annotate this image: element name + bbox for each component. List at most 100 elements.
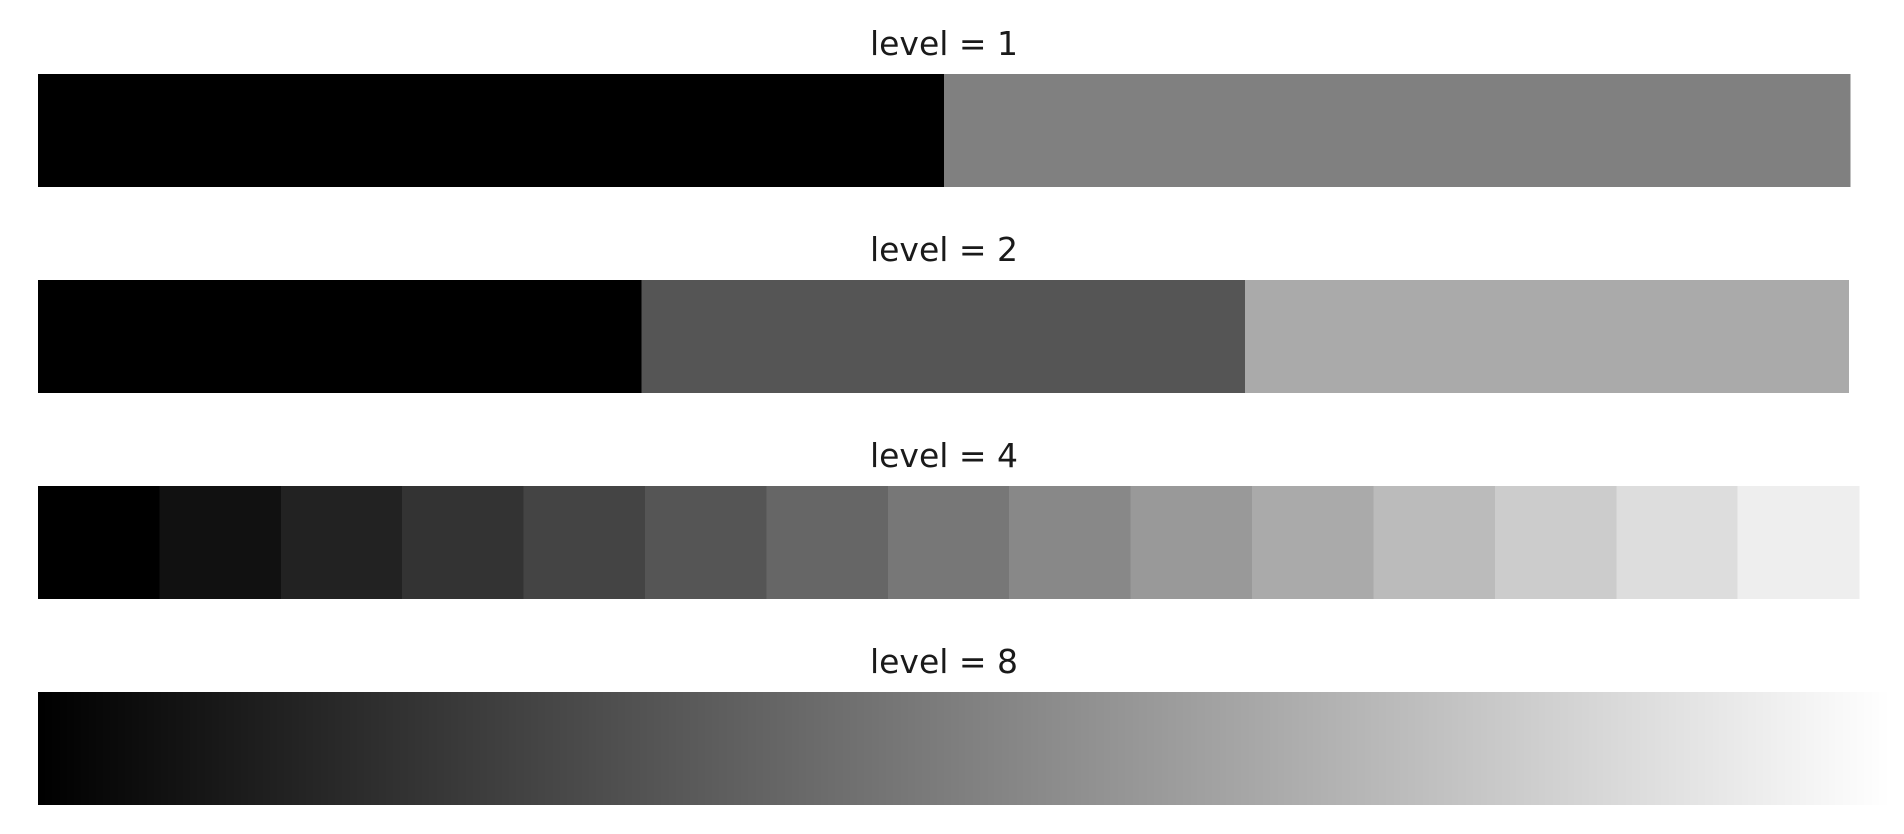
color-cell: [1349, 692, 1358, 805]
color-cell: [132, 692, 141, 805]
color-cell: [197, 692, 206, 805]
color-cell: [1567, 692, 1576, 805]
color-cell: [704, 692, 713, 805]
color-cell: [356, 692, 365, 805]
color-cell: [400, 692, 409, 805]
color-cell: [944, 692, 952, 805]
color-cell: [972, 692, 981, 805]
color-cell: [625, 692, 633, 805]
color-cell: [66, 692, 75, 805]
color-cell: [936, 692, 945, 805]
color-cell: [965, 692, 974, 805]
color-cell: [1458, 692, 1467, 805]
color-cell: [523, 486, 646, 599]
color-cell: [159, 486, 282, 599]
color-cell: [1842, 692, 1851, 805]
color-cell: [110, 692, 119, 805]
color-cell: [1523, 692, 1532, 805]
color-cell: [697, 692, 706, 805]
panel-title: level = 8: [870, 642, 1018, 681]
color-cell: [1850, 692, 1858, 805]
color-cell: [1741, 692, 1750, 805]
color-cell: [284, 692, 293, 805]
color-cell: [393, 692, 401, 805]
color-cell: [472, 692, 481, 805]
color-cell: [371, 692, 380, 805]
color-cell: [1393, 692, 1402, 805]
color-cell: [139, 692, 148, 805]
color-cell: [726, 692, 735, 805]
color-cell: [52, 692, 61, 805]
color-cell: [770, 692, 778, 805]
color-cell: [1770, 692, 1779, 805]
color-cell: [153, 692, 162, 805]
color-cell: [1676, 692, 1684, 805]
color-cell: [1737, 486, 1860, 599]
color-cell: [1306, 692, 1315, 805]
color-cell: [748, 692, 757, 805]
color-cell: [509, 692, 517, 805]
color-cell: [320, 692, 329, 805]
color-cell: [1748, 692, 1757, 805]
color-cell: [668, 692, 677, 805]
color-cell: [1828, 692, 1837, 805]
color-cell: [494, 692, 503, 805]
color-cell: [1712, 692, 1721, 805]
color-cell: [1373, 486, 1496, 599]
color-cell: [1407, 692, 1416, 805]
color-cell: [777, 692, 786, 805]
color-cell: [1661, 692, 1670, 805]
color-cell: [1291, 692, 1300, 805]
color-cell: [168, 692, 177, 805]
color-cell: [603, 692, 612, 805]
color-cell: [190, 692, 199, 805]
panel-level-4: level = 4: [38, 436, 1860, 599]
color-cell: [980, 692, 989, 805]
color-cell: [1415, 692, 1423, 805]
color-cell: [1132, 692, 1141, 805]
color-cell: [1357, 692, 1365, 805]
color-cell: [1784, 692, 1793, 805]
color-cell: [958, 692, 967, 805]
color-cell: [1589, 692, 1597, 805]
color-cell: [610, 692, 619, 805]
color-cell: [349, 692, 358, 805]
color-cell: [1487, 692, 1496, 805]
color-cell: [1835, 692, 1844, 805]
color-cell: [1233, 692, 1242, 805]
color-cell: [690, 692, 699, 805]
color-cell: [342, 692, 351, 805]
color-cell: [1371, 692, 1380, 805]
color-cell: [1328, 692, 1336, 805]
color-cell: [1284, 692, 1293, 805]
color-cell: [1386, 692, 1394, 805]
color-cell: [74, 692, 83, 805]
color-cell: [1001, 692, 1010, 805]
color-cell: [313, 692, 322, 805]
color-cell: [1110, 692, 1119, 805]
color-cell: [1763, 692, 1771, 805]
color-cell: [813, 692, 822, 805]
color-cell: [1878, 692, 1887, 805]
color-cell: [523, 692, 532, 805]
color-cell: [1603, 692, 1612, 805]
color-cell: [436, 692, 445, 805]
color-cell: [1552, 692, 1561, 805]
color-cell: [516, 692, 525, 805]
color-cell: [1204, 692, 1213, 805]
color-cell: [1480, 692, 1489, 805]
color-cell: [88, 692, 97, 805]
color-cell: [1494, 486, 1617, 599]
color-cell: [784, 692, 793, 805]
color-cell: [429, 692, 438, 805]
color-cell: [641, 280, 1246, 393]
color-cell: [661, 692, 670, 805]
color-cell: [306, 692, 315, 805]
color-cell: [1161, 692, 1170, 805]
color-cell: [1081, 692, 1090, 805]
color-cell: [124, 692, 133, 805]
color-cell: [262, 692, 271, 805]
color-cell: [871, 692, 880, 805]
color-cell: [1683, 692, 1692, 805]
